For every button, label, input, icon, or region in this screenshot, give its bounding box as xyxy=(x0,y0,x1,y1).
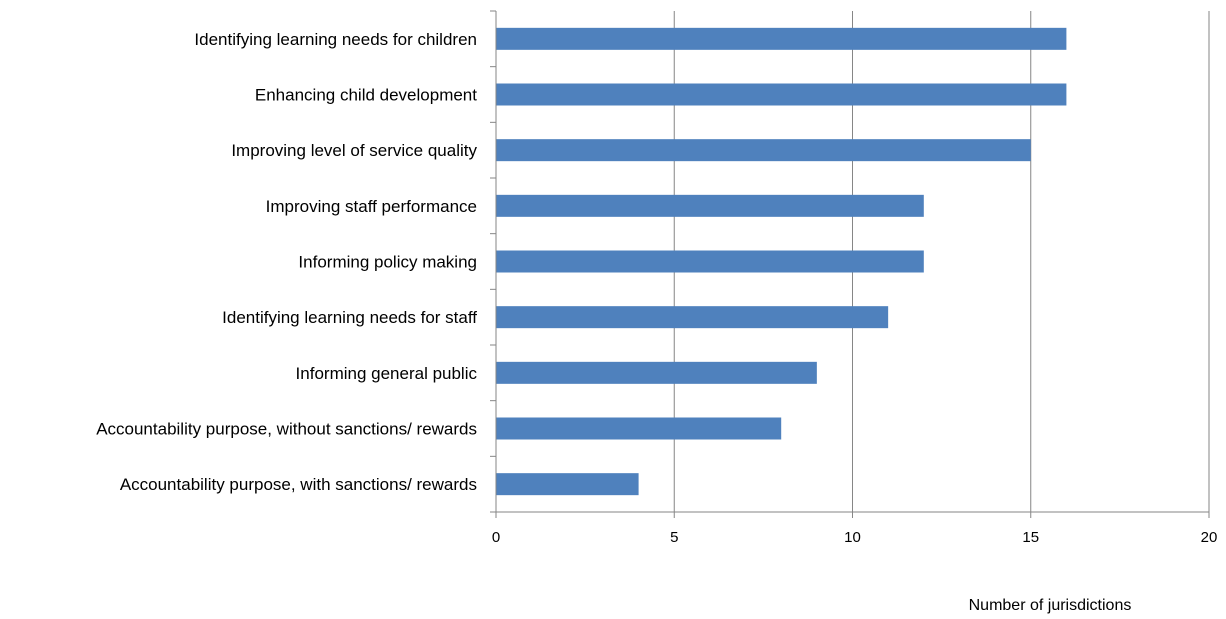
bar xyxy=(496,473,639,496)
category-label: Identifying learning needs for children xyxy=(194,30,477,49)
x-tick-label: 15 xyxy=(1022,529,1039,546)
category-label: Enhancing child development xyxy=(255,86,477,105)
category-label: Informing policy making xyxy=(298,253,477,272)
x-tick-label: 10 xyxy=(844,529,861,546)
bar xyxy=(496,83,1067,106)
bar xyxy=(496,250,924,273)
category-label: Informing general public xyxy=(296,364,478,383)
bar xyxy=(496,306,889,329)
bar xyxy=(496,139,1031,162)
axes xyxy=(490,10,1210,518)
bar xyxy=(496,27,1067,50)
x-tick-label: 5 xyxy=(670,529,678,546)
category-label: Accountability purpose, with sanctions/ … xyxy=(120,475,477,494)
x-tick-labels: 0 5 10 15 20 xyxy=(492,529,1218,546)
category-label: Improving staff performance xyxy=(266,197,477,216)
category-label: Identifying learning needs for staff xyxy=(222,308,477,327)
bar xyxy=(496,194,924,217)
x-axis-title: Number of jurisdictions xyxy=(969,597,1132,614)
bars xyxy=(496,27,1067,496)
bar xyxy=(496,361,817,384)
bar xyxy=(496,417,782,440)
category-label: Improving level of service quality xyxy=(231,141,477,160)
x-tick-label: 20 xyxy=(1201,529,1218,546)
x-tick-label: 0 xyxy=(492,529,500,546)
category-label: Accountability purpose, without sanction… xyxy=(96,420,477,439)
category-labels: Identifying learning needs for children E… xyxy=(96,30,477,494)
